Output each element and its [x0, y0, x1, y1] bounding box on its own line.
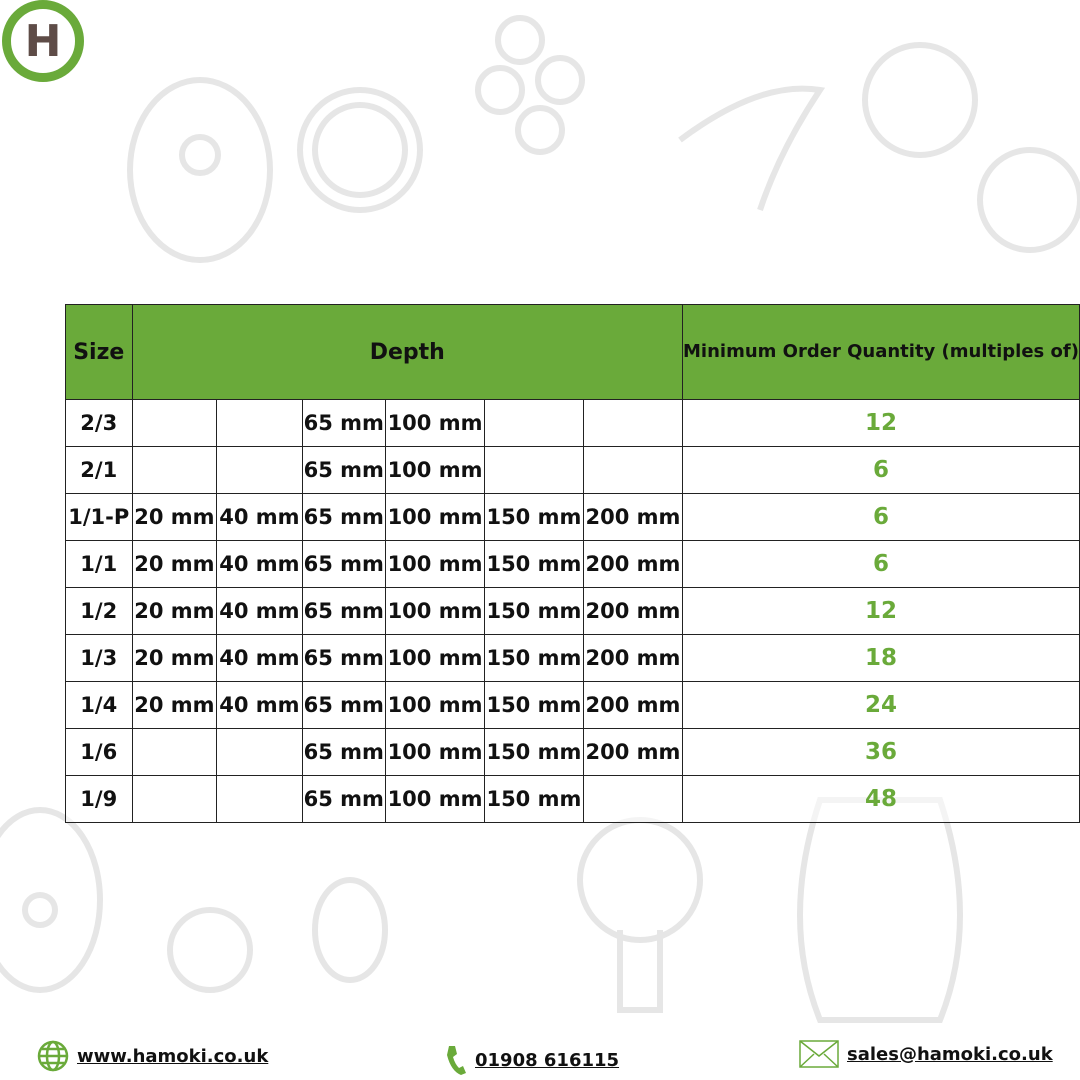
- depth-cell: 150 mm: [483, 681, 584, 729]
- depth-cell: [131, 775, 218, 823]
- depth-cell: 40 mm: [216, 634, 303, 682]
- depth-cell: 200 mm: [582, 587, 684, 635]
- depth-cell: 200 mm: [582, 728, 684, 776]
- size-cell: 2/3: [65, 399, 133, 447]
- depth-cell: [582, 399, 684, 447]
- depth-cell: [582, 446, 684, 494]
- depth-cell: 100 mm: [385, 775, 485, 823]
- depth-cell: 100 mm: [385, 446, 485, 494]
- website-link[interactable]: www.hamoki.co.uk: [77, 1045, 269, 1067]
- depth-cell: 100 mm: [385, 634, 485, 682]
- depth-cell: 20 mm: [131, 493, 218, 541]
- depth-cell: 150 mm: [483, 540, 584, 588]
- depth-cell: 65 mm: [301, 540, 387, 588]
- moq-cell: 6: [682, 493, 1080, 541]
- moq-cell: 12: [682, 587, 1080, 635]
- depth-cell: 100 mm: [385, 587, 485, 635]
- depth-cell: 200 mm: [582, 540, 684, 588]
- depth-cell: 100 mm: [385, 540, 485, 588]
- table-row: 1/9 65 mm 100 mm 150 mm 48: [65, 775, 1080, 823]
- table-header: Size Depth Minimum Order Quantity (multi…: [65, 304, 1080, 400]
- moq-cell: 6: [682, 446, 1080, 494]
- size-cell: 2/1: [65, 446, 133, 494]
- depth-cell: 65 mm: [301, 775, 387, 823]
- globe-icon: [37, 1040, 69, 1072]
- footer-phone: 01908 616115: [443, 1044, 619, 1076]
- depth-cell: [582, 775, 684, 823]
- footer-website: www.hamoki.co.uk: [37, 1040, 268, 1072]
- table-row: 2/1 65 mm 100 mm 6: [65, 446, 1080, 494]
- hamoki-logo: H: [2, 0, 84, 82]
- depth-cell: 65 mm: [301, 728, 387, 776]
- depth-cell: [216, 775, 303, 823]
- depth-cell: 200 mm: [582, 493, 684, 541]
- depth-cell: 150 mm: [483, 634, 584, 682]
- envelope-icon: [799, 1040, 839, 1068]
- depth-cell: [483, 446, 584, 494]
- header-size: Size: [65, 304, 133, 400]
- size-cell: 1/6: [65, 728, 133, 776]
- depth-cell: [216, 399, 303, 447]
- depth-cell: [131, 728, 218, 776]
- depth-cell: 40 mm: [216, 587, 303, 635]
- depth-cell: 200 mm: [582, 634, 684, 682]
- depth-cell: 100 mm: [385, 493, 485, 541]
- size-cell: 1/1: [65, 540, 133, 588]
- depth-cell: [483, 399, 584, 447]
- depth-cell: [131, 399, 218, 447]
- email-link[interactable]: sales@hamoki.co.uk: [847, 1043, 1053, 1065]
- size-cell: 1/1-P: [65, 493, 133, 541]
- depth-cell: 65 mm: [301, 446, 387, 494]
- depth-cell: 20 mm: [131, 540, 218, 588]
- depth-cell: 65 mm: [301, 399, 387, 447]
- depth-cell: [131, 446, 218, 494]
- moq-cell: 18: [682, 634, 1080, 682]
- size-cell: 1/4: [65, 681, 133, 729]
- depth-cell: 200 mm: [582, 681, 684, 729]
- table-row: 1/6 65 mm 100 mm 150 mm 200 mm 36: [65, 728, 1080, 776]
- depth-cell: 150 mm: [483, 587, 584, 635]
- table-row: 1/1-P 20 mm 40 mm 65 mm 100 mm 150 mm 200 mm 6: [65, 493, 1080, 541]
- moq-cell: 12: [682, 399, 1080, 447]
- depth-cell: 65 mm: [301, 681, 387, 729]
- depth-cell: 150 mm: [483, 493, 584, 541]
- header-depth: Depth: [131, 304, 684, 400]
- header-moq: Minimum Order Quantity (multiples of): [682, 304, 1080, 400]
- depth-cell: 150 mm: [483, 775, 584, 823]
- moq-cell: 24: [682, 681, 1080, 729]
- depth-cell: 40 mm: [216, 493, 303, 541]
- depth-cell: 40 mm: [216, 681, 303, 729]
- depth-cell: 20 mm: [131, 681, 218, 729]
- depth-cell: 65 mm: [301, 634, 387, 682]
- gastronorm-size-table: Size Depth Minimum Order Quantity (multi…: [65, 304, 1080, 823]
- table-row: 2/3 65 mm 100 mm 12: [65, 399, 1080, 447]
- size-cell: 1/3: [65, 634, 133, 682]
- depth-cell: 20 mm: [131, 634, 218, 682]
- phone-link[interactable]: 01908 616115: [475, 1049, 620, 1071]
- depth-cell: 40 mm: [216, 540, 303, 588]
- depth-cell: 65 mm: [301, 587, 387, 635]
- table-row: 1/4 20 mm 40 mm 65 mm 100 mm 150 mm 200 mm 24: [65, 681, 1080, 729]
- depth-cell: 65 mm: [301, 493, 387, 541]
- depth-cell: 100 mm: [385, 681, 485, 729]
- table-row: 1/1 20 mm 40 mm 65 mm 100 mm 150 mm 200 mm 6: [65, 540, 1080, 588]
- depth-cell: 150 mm: [483, 728, 584, 776]
- moq-cell: 48: [682, 775, 1080, 823]
- moq-cell: 36: [682, 728, 1080, 776]
- phone-icon: [447, 1046, 466, 1075]
- footer-email: sales@hamoki.co.uk: [799, 1040, 1053, 1068]
- table-row: 1/3 20 mm 40 mm 65 mm 100 mm 150 mm 200 mm 18: [65, 634, 1080, 682]
- size-cell: 1/2: [65, 587, 133, 635]
- moq-cell: 6: [682, 540, 1080, 588]
- depth-cell: [216, 446, 303, 494]
- table-row: 1/2 20 mm 40 mm 65 mm 100 mm 150 mm 200 mm 12: [65, 587, 1080, 635]
- depth-cell: 100 mm: [385, 399, 485, 447]
- depth-cell: [216, 728, 303, 776]
- depth-cell: 100 mm: [385, 728, 485, 776]
- depth-cell: 20 mm: [131, 587, 218, 635]
- size-cell: 1/9: [65, 775, 133, 823]
